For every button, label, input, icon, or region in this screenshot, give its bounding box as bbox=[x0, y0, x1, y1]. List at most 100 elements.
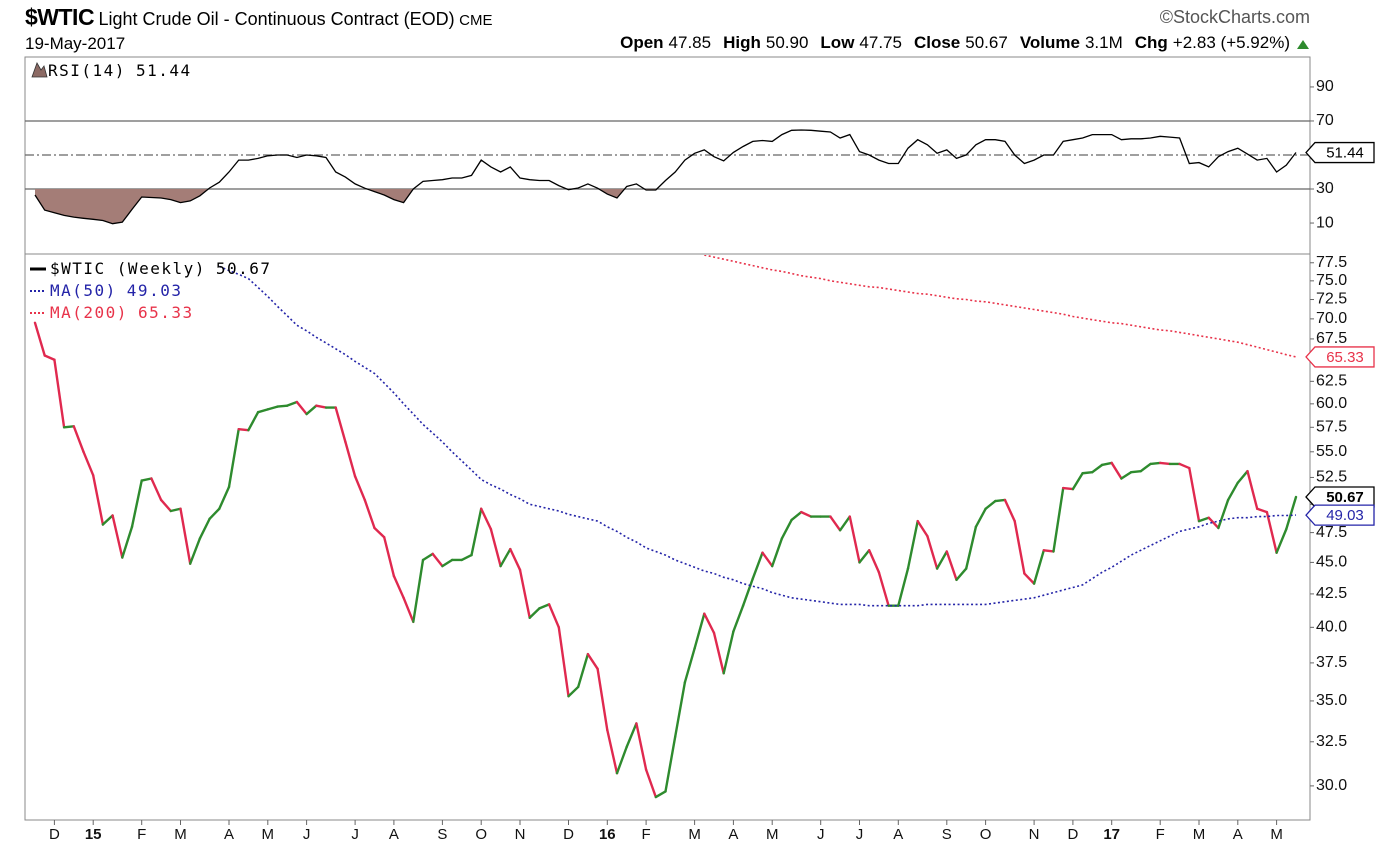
price-segment bbox=[790, 510, 803, 522]
price-segment bbox=[838, 515, 851, 532]
price-segment bbox=[91, 474, 105, 526]
x-tick-label: A bbox=[1233, 826, 1243, 843]
x-tick-label: N bbox=[1029, 826, 1040, 843]
x-tick-label: M bbox=[1270, 826, 1283, 843]
x-tick-label: A bbox=[893, 826, 903, 843]
instrument-name: Light Crude Oil - Continuous Contract (E… bbox=[98, 9, 455, 29]
price-segment bbox=[1197, 516, 1210, 523]
stat-label: Close bbox=[913, 33, 961, 52]
price-segment bbox=[130, 479, 143, 529]
legend-value: 49.03 bbox=[127, 281, 183, 300]
legend-entry: MA(50) 49.03 bbox=[50, 281, 182, 300]
price-segment bbox=[586, 652, 599, 671]
value-tag bbox=[1305, 141, 1375, 164]
value-tag bbox=[1305, 486, 1375, 508]
legend-value: 65.33 bbox=[138, 303, 194, 322]
price-segment bbox=[596, 667, 609, 732]
price-segment bbox=[945, 550, 958, 582]
value-tag-label: 50.67 bbox=[1326, 489, 1364, 506]
price-segment bbox=[43, 354, 56, 361]
price-segment bbox=[615, 745, 628, 775]
x-tick-label: S bbox=[437, 826, 447, 843]
y-tick-label: 47.5 bbox=[1316, 524, 1347, 541]
x-tick-label: M bbox=[688, 826, 701, 843]
price-segment bbox=[693, 612, 706, 650]
price-segment bbox=[1032, 549, 1046, 585]
legend-name: MA(50) bbox=[50, 281, 117, 300]
price-segment bbox=[935, 550, 948, 570]
price-segment bbox=[1013, 519, 1026, 575]
price-segment bbox=[412, 558, 425, 624]
price-segment bbox=[761, 551, 774, 568]
stat-label: Chg bbox=[1134, 33, 1168, 52]
stat-value: 47.85 bbox=[668, 33, 712, 52]
price-segment bbox=[994, 498, 1007, 503]
value-tag-label: 65.33 bbox=[1326, 349, 1364, 366]
price-segment bbox=[179, 507, 192, 565]
price-segment bbox=[1139, 462, 1152, 473]
value-tag-label: 49.03 bbox=[1326, 507, 1364, 524]
price-segment bbox=[295, 400, 308, 416]
change-arrow bbox=[1297, 40, 1309, 49]
price-segment bbox=[421, 552, 434, 562]
price-segment bbox=[402, 596, 415, 624]
price-segment bbox=[33, 321, 46, 357]
price-segment bbox=[858, 549, 871, 564]
price-segment bbox=[906, 519, 919, 570]
price-segment bbox=[101, 514, 114, 526]
stat-value: 50.67 bbox=[965, 33, 1008, 52]
price-segment bbox=[1188, 466, 1201, 523]
price-segment bbox=[188, 537, 202, 565]
price-segment bbox=[470, 507, 483, 557]
price-segment bbox=[169, 507, 182, 513]
date: 19-May-2017 bbox=[25, 34, 126, 53]
stat-label: High bbox=[723, 33, 761, 52]
price-segment bbox=[751, 551, 764, 580]
x-tick-label: D bbox=[563, 826, 574, 843]
legend-name: RSI(14) bbox=[48, 61, 126, 80]
x-tick-label: D bbox=[49, 826, 60, 843]
y-tick-label: 52.5 bbox=[1316, 469, 1347, 486]
price-segment bbox=[353, 475, 366, 502]
x-tick-label: F bbox=[642, 826, 651, 843]
price-segment bbox=[392, 574, 405, 600]
price-segment bbox=[1158, 461, 1172, 466]
y-tick-label: 40.0 bbox=[1316, 619, 1347, 636]
y-tick-label: 70 bbox=[1316, 112, 1334, 129]
price-segment bbox=[1100, 461, 1113, 467]
price-segment bbox=[780, 518, 793, 540]
legend-value: 50.67 bbox=[216, 259, 272, 278]
price-segment bbox=[1265, 510, 1278, 554]
header-title: $WTIC Light Crude Oil - Continuous Contr… bbox=[25, 4, 492, 31]
price-segment bbox=[1129, 469, 1143, 474]
x-tick-label: 16 bbox=[599, 826, 616, 843]
price-segment bbox=[1285, 495, 1298, 531]
price-segment bbox=[547, 603, 560, 629]
x-tick-label: J bbox=[351, 826, 359, 843]
exchange: CME bbox=[459, 12, 493, 29]
y-tick-label: 60.0 bbox=[1316, 395, 1347, 412]
price-segment bbox=[373, 526, 386, 539]
stat-value: 3.1M bbox=[1084, 33, 1123, 52]
price-segment bbox=[741, 577, 754, 607]
price-segment bbox=[1207, 516, 1220, 530]
price-segment bbox=[984, 499, 997, 510]
price-segment bbox=[1226, 481, 1240, 502]
stat: High 50.90 bbox=[723, 33, 808, 53]
legend-name: MA(200) bbox=[50, 303, 128, 322]
price-segment bbox=[198, 517, 211, 540]
price-segment bbox=[499, 547, 512, 568]
y-tick-label: 30 bbox=[1316, 180, 1334, 197]
price-segment bbox=[644, 768, 657, 799]
y-tick-label: 10 bbox=[1316, 214, 1334, 231]
y-tick-label: 57.5 bbox=[1316, 419, 1347, 436]
y-tick-label: 75.0 bbox=[1316, 272, 1347, 289]
x-tick-label: M bbox=[174, 826, 187, 843]
price-segment bbox=[305, 404, 318, 416]
y-tick-label: 77.5 bbox=[1316, 254, 1347, 271]
price-segment bbox=[1178, 462, 1191, 470]
oversold-shade bbox=[35, 189, 1296, 224]
price-segment bbox=[286, 400, 299, 407]
